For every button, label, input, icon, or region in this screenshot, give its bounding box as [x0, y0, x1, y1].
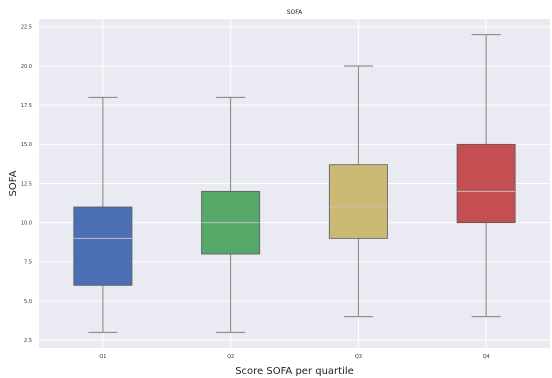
- y-tick-label: 2.5: [24, 338, 32, 344]
- iqr-box: [73, 206, 133, 286]
- box-series: [73, 34, 516, 333]
- box-q4: [456, 34, 516, 318]
- x-axis-ticks: Q1 Q2 Q3 Q4: [99, 354, 489, 360]
- iqr-box: [456, 143, 516, 224]
- y-tick-label: 5.0: [24, 299, 32, 305]
- y-axis-ticks: 2.5 5.0 7.5 10.0 12.5 15.0 17.5 20.0 22.5: [21, 25, 32, 344]
- y-tick-label: 17.5: [21, 103, 32, 109]
- y-tick-label: 10.0: [21, 220, 32, 226]
- x-tick-label: Q1: [99, 354, 106, 360]
- x-tick-label: Q2: [227, 354, 234, 360]
- x-tick-label: Q4: [483, 354, 490, 360]
- y-tick-label: 22.5: [21, 25, 32, 31]
- y-tick-label: 7.5: [24, 260, 32, 266]
- y-tick-label: 20.0: [21, 64, 32, 70]
- box-q3: [328, 65, 388, 318]
- y-tick-label: 15.0: [21, 142, 32, 148]
- box-q2: [201, 96, 261, 333]
- box-q1: [73, 96, 133, 333]
- y-tick-label: 12.5: [21, 181, 32, 187]
- x-tick-label: Q3: [355, 354, 362, 360]
- y-axis-title: SOFA: [8, 170, 19, 196]
- chart-title: SOFA: [287, 9, 303, 16]
- iqr-box: [328, 164, 388, 239]
- x-axis-title: Score SOFA per quartile: [235, 366, 354, 377]
